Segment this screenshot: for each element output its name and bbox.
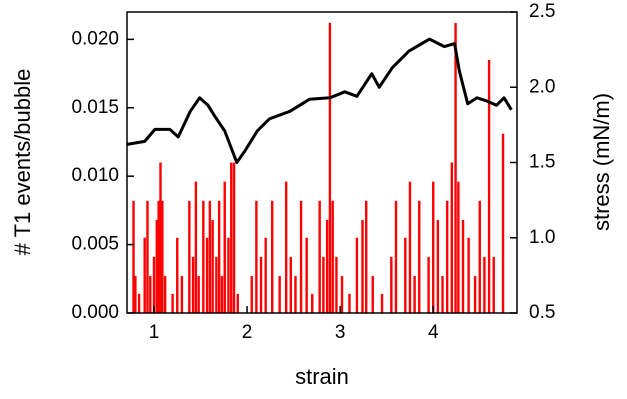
bar bbox=[284, 181, 288, 313]
bar bbox=[211, 219, 214, 313]
bar bbox=[394, 200, 398, 313]
bar bbox=[436, 219, 440, 313]
bar bbox=[161, 200, 164, 313]
bar bbox=[180, 276, 184, 313]
x-tick-label: 3 bbox=[335, 322, 346, 343]
bar bbox=[152, 256, 156, 313]
bar bbox=[441, 276, 444, 313]
bar bbox=[445, 200, 449, 313]
y-tick-label: 0.005 bbox=[71, 234, 119, 255]
bar bbox=[335, 256, 338, 313]
bar bbox=[454, 22, 457, 313]
bar bbox=[255, 200, 258, 313]
bar bbox=[492, 256, 495, 313]
stress-line bbox=[126, 37, 513, 164]
bar bbox=[191, 256, 195, 313]
bar bbox=[487, 59, 491, 313]
bar bbox=[171, 293, 174, 313]
bar bbox=[311, 293, 314, 313]
y-tick-label: 0.020 bbox=[71, 28, 119, 49]
bar bbox=[217, 200, 221, 313]
bar bbox=[264, 237, 267, 313]
bar bbox=[365, 200, 368, 313]
bar bbox=[202, 200, 205, 313]
bar bbox=[348, 293, 351, 313]
bar bbox=[157, 200, 160, 313]
x-axis-label: strain bbox=[295, 364, 349, 389]
bar bbox=[132, 200, 135, 313]
bar bbox=[208, 200, 212, 313]
bar bbox=[137, 293, 141, 313]
y2-tick-label: 2.0 bbox=[529, 76, 555, 97]
bar bbox=[371, 276, 374, 313]
bar bbox=[299, 200, 303, 313]
y2-axis-label: stress (mN/m) bbox=[589, 93, 614, 231]
y2-tick-label: 1.0 bbox=[529, 227, 555, 248]
bar bbox=[215, 256, 218, 313]
bar bbox=[361, 219, 364, 313]
bar bbox=[318, 200, 321, 313]
bar bbox=[478, 200, 481, 313]
bar bbox=[149, 276, 152, 313]
bar bbox=[427, 256, 430, 313]
x-tick-label: 4 bbox=[428, 322, 439, 343]
bar bbox=[450, 162, 454, 313]
bar bbox=[328, 22, 332, 313]
bar bbox=[134, 276, 137, 313]
bar bbox=[483, 256, 486, 313]
bar bbox=[501, 133, 505, 313]
bar bbox=[159, 162, 162, 313]
x-tick-label: 1 bbox=[149, 322, 160, 343]
bar bbox=[418, 200, 421, 313]
bar bbox=[223, 181, 226, 313]
bar bbox=[355, 237, 359, 313]
bar bbox=[331, 200, 334, 313]
bar bbox=[271, 200, 274, 313]
bar bbox=[340, 276, 344, 313]
y2-tick-label: 0.5 bbox=[529, 302, 555, 323]
y2-tick-label: 2.5 bbox=[529, 1, 555, 22]
y-tick-label: 0.000 bbox=[71, 302, 119, 323]
bar bbox=[467, 237, 470, 313]
bar bbox=[250, 276, 253, 313]
bar bbox=[461, 219, 465, 313]
bar bbox=[294, 276, 297, 313]
x-tick-label: 2 bbox=[242, 322, 253, 343]
y-axis-label: # T1 events/bubble bbox=[10, 69, 35, 256]
bar bbox=[322, 256, 325, 313]
bar bbox=[188, 200, 191, 313]
bar bbox=[163, 276, 167, 313]
bar bbox=[236, 293, 239, 313]
bar bbox=[404, 237, 407, 313]
bar bbox=[194, 181, 198, 313]
bar bbox=[220, 276, 224, 313]
bar bbox=[232, 162, 236, 313]
bar bbox=[390, 256, 393, 313]
bar bbox=[413, 276, 416, 313]
bar bbox=[408, 181, 412, 313]
bar bbox=[305, 237, 308, 313]
bar bbox=[325, 219, 329, 313]
y2-tick-label: 1.5 bbox=[529, 152, 555, 173]
bar bbox=[205, 237, 209, 313]
y-tick-label: 0.010 bbox=[71, 165, 119, 186]
bar bbox=[143, 237, 146, 313]
y-tick-label: 0.015 bbox=[71, 97, 119, 118]
bar bbox=[278, 276, 281, 313]
bar bbox=[457, 181, 460, 313]
bar bbox=[176, 237, 179, 313]
bar bbox=[155, 219, 158, 313]
bar bbox=[146, 200, 149, 313]
bar bbox=[473, 276, 477, 313]
bar bbox=[197, 276, 200, 313]
bar bbox=[432, 181, 435, 313]
bar bbox=[227, 237, 230, 313]
bar bbox=[380, 293, 384, 313]
bar bbox=[259, 256, 263, 313]
bar bbox=[289, 256, 293, 313]
bar bbox=[230, 162, 233, 313]
